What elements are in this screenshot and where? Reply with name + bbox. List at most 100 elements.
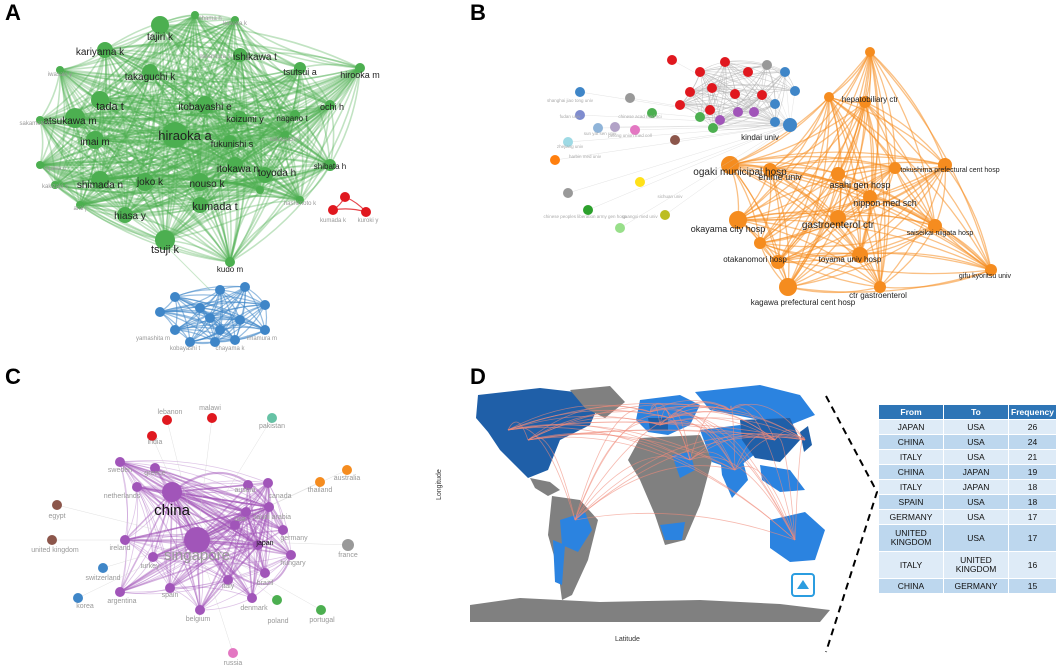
panel-c-edge-purple bbox=[136, 486, 247, 513]
panel-a-edge bbox=[159, 24, 296, 116]
panel-a-node-green bbox=[290, 110, 300, 120]
panel-b-edge-gray bbox=[784, 71, 791, 126]
panel-a-edge bbox=[239, 117, 301, 201]
panel-c-edge-purple bbox=[171, 491, 266, 574]
panel-a-edge bbox=[39, 119, 231, 263]
panel-a-edge bbox=[99, 71, 151, 181]
panel-a-edge bbox=[149, 71, 241, 119]
panel-b-node-label: kindai univ bbox=[741, 133, 779, 142]
panel-c-node-label: malawi bbox=[199, 405, 221, 412]
panel-a-edge bbox=[192, 14, 206, 106]
panel-a-edge bbox=[39, 130, 286, 166]
table-cell: 16 bbox=[1008, 551, 1057, 579]
panel-c-edge-purple bbox=[199, 506, 270, 611]
panel-a-edge bbox=[239, 54, 286, 136]
map-collaboration-line bbox=[649, 400, 731, 413]
panel-a-node-blue bbox=[170, 292, 180, 302]
table-row: ITALY JAPAN 18 bbox=[878, 479, 1057, 495]
panel-c-edge-purple bbox=[169, 506, 270, 589]
panel-c-node bbox=[115, 587, 125, 597]
map-collaboration-line bbox=[574, 465, 736, 521]
panel-a-edge bbox=[74, 24, 161, 119]
panel-a-edge bbox=[239, 54, 331, 106]
panel-c-node bbox=[286, 550, 296, 560]
panel-a-edge bbox=[54, 134, 176, 186]
panel-a-node-label-faint: kuroki y bbox=[358, 218, 379, 224]
panel-c-edge-purple bbox=[267, 482, 292, 556]
panel-b-node-small bbox=[550, 155, 560, 165]
panel-a-edge bbox=[229, 67, 301, 143]
panel-b-edge-orange bbox=[769, 169, 839, 219]
panel-c-edge-purple bbox=[119, 461, 259, 546]
panel-c-edge-purple bbox=[169, 511, 247, 589]
panel-c-edge-purple bbox=[136, 486, 236, 526]
panel-c-edge-purple bbox=[171, 491, 284, 531]
panel-c-node bbox=[195, 605, 205, 615]
panel-c-node bbox=[165, 583, 175, 593]
panel-a-node-label: itokawa n bbox=[217, 164, 259, 175]
panel-b-edge-orange bbox=[787, 173, 839, 288]
table-cell: 26 bbox=[1008, 419, 1057, 435]
panel-c-edge-purple bbox=[227, 482, 269, 581]
panel-c-edge-purple bbox=[152, 556, 201, 611]
panel-b-node-small bbox=[563, 137, 573, 147]
panel-b-edge-gray bbox=[699, 66, 786, 73]
panel-b-edge-orange bbox=[869, 51, 946, 166]
panel-a-edge bbox=[54, 114, 296, 186]
panel-c-edge-purple bbox=[136, 486, 171, 589]
panel-c-edge-gray bbox=[196, 539, 349, 546]
panel-b-edge-gray bbox=[689, 64, 768, 93]
panel-a-edge bbox=[59, 69, 286, 136]
panel-a-node-label: tajiri k bbox=[147, 32, 174, 43]
panel-a-edge-blue bbox=[214, 304, 266, 343]
panel-b-edge-orange bbox=[787, 164, 946, 288]
panel-a-node-blue bbox=[260, 325, 270, 335]
panel-a-node-label: kumada t bbox=[192, 201, 237, 213]
panel-a-edge bbox=[204, 67, 361, 106]
panel-a-edge bbox=[144, 134, 286, 183]
panel-c-edge-purple bbox=[119, 461, 266, 574]
panel-c-edge-purple bbox=[124, 511, 247, 541]
panel-a-edge bbox=[173, 14, 196, 136]
panel-a-edge bbox=[239, 67, 361, 119]
panel-b-node-orange bbox=[763, 163, 777, 177]
panel-a-node-blue bbox=[230, 335, 240, 345]
panel-a-edge bbox=[59, 67, 361, 88]
panel-a-edge bbox=[74, 117, 301, 201]
panel-c-edge-purple bbox=[196, 539, 292, 556]
panel-a-edge bbox=[99, 14, 196, 101]
panel-b-node-small bbox=[615, 223, 625, 233]
panel-a-node-green bbox=[86, 131, 104, 149]
panel-a-edge bbox=[194, 14, 266, 176]
panel-a-edge bbox=[39, 119, 201, 183]
panel-a-node-green bbox=[325, 100, 335, 110]
panel-c-edge-gray bbox=[56, 504, 198, 541]
panel-a-node-green bbox=[97, 42, 113, 58]
panel-a-edge bbox=[159, 24, 301, 69]
panel-a-edge bbox=[124, 114, 296, 216]
panel-b-edge-gray bbox=[689, 91, 776, 123]
panel-a-edge bbox=[144, 114, 296, 183]
panel-a-edge bbox=[159, 24, 331, 166]
panel-a-edge bbox=[284, 134, 301, 201]
panel-a-node-label-faint: nakamura s bbox=[199, 54, 230, 60]
panel-a-edge bbox=[230, 19, 241, 119]
map-region-central-america bbox=[530, 478, 560, 496]
panel-a-edge bbox=[94, 139, 201, 206]
panel-c-node-label: usa bbox=[234, 516, 245, 523]
panel-c-edge-purple bbox=[169, 544, 259, 589]
map-collaboration-line bbox=[689, 456, 796, 541]
panel-c-edge-purple bbox=[154, 467, 259, 546]
panel-a-edge bbox=[99, 99, 126, 216]
panel-a-edge bbox=[94, 67, 361, 141]
map-region-russia bbox=[695, 385, 815, 425]
panel-b-edge-orange bbox=[828, 96, 992, 271]
panel-a-edge bbox=[59, 14, 196, 71]
map-region-antarctica bbox=[470, 598, 830, 622]
panel-c-edge-purple bbox=[169, 524, 236, 589]
panel-a-edge bbox=[99, 99, 331, 118]
panel-c-edge-purple bbox=[119, 460, 269, 484]
panel-a-edge bbox=[39, 164, 231, 263]
panel-a-edge bbox=[39, 114, 296, 167]
panel-a-edge bbox=[104, 44, 301, 69]
